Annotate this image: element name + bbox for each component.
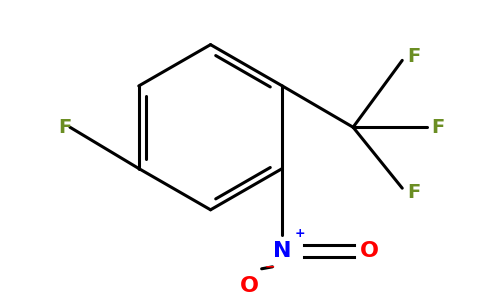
Text: F: F: [407, 183, 421, 202]
Text: N: N: [273, 241, 291, 261]
Text: F: F: [58, 118, 72, 137]
Text: O: O: [360, 241, 379, 261]
Text: F: F: [407, 47, 421, 66]
Text: −: −: [264, 260, 275, 273]
Text: +: +: [295, 227, 305, 240]
Text: F: F: [432, 118, 445, 137]
Text: O: O: [241, 277, 259, 296]
